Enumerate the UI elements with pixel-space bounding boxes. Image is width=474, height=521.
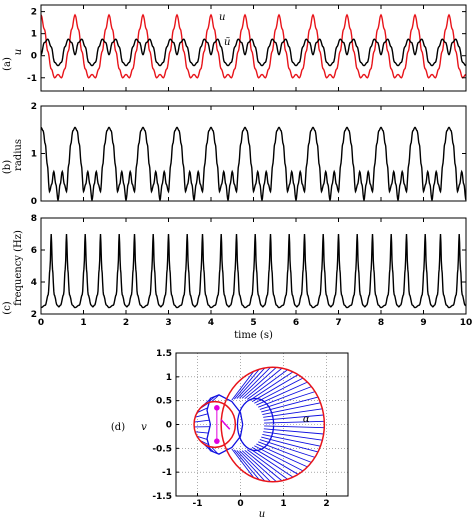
panel-1: 2 1 0 radius(b) [2,102,467,207]
x-tick-label: 10 [460,318,473,328]
y-tick-label: 8 [31,214,37,224]
x-tick-label: 1 [80,318,86,328]
x-tick-label: 7 [335,318,341,328]
x-tick-label: 0 [38,318,44,328]
radial-line [247,369,288,400]
radial-line [233,369,260,400]
radial-line [256,443,308,468]
envelope-curve [206,394,244,455]
marker-point [214,405,220,411]
radial-line-small [211,394,220,403]
x-tick-label: 9 [420,318,426,328]
y-tick-label: -1.5 [152,492,172,502]
series-line-0-1 [41,38,466,67]
radial-line [239,450,271,482]
y-tick-label: 0 [166,421,172,431]
panel-0: 210-1u(a)uũ [2,4,467,92]
x-tick-label: 6 [293,318,299,328]
small-circle [193,400,237,449]
x-tick-label: -1 [193,499,203,509]
marker-tick [220,419,231,430]
x-tick-label: 5 [250,318,256,328]
radial-line [251,374,299,403]
radial-line [244,367,283,400]
y-tick-label: -1 [162,468,172,478]
y-axis-label: frequency (Hz) [13,230,24,306]
x-tick-label: 2 [123,318,129,328]
panel-3: α -1 0 1 2 1.5 1 0.5 0 -0.5 -1 -1.5 u v (d) [111,349,349,520]
x-tick-label: 2 [323,499,329,509]
y-tick-label: 1.5 [156,349,172,359]
radial-line-small [196,435,208,440]
y-tick-label: 0 [31,197,37,207]
y-tick-label: 1 [166,373,172,383]
y-tick-label: 2 [31,310,37,320]
outer-circle [220,366,326,483]
envelope-lobe-upper [236,397,275,452]
radial-line [236,450,266,482]
y-tick-label: 4 [31,278,37,288]
radial-line-small [195,413,208,418]
series-line-0-0 [41,13,466,79]
x-axis-label: u [259,509,265,520]
x-tick-label: 0 [237,499,243,509]
x-axis-label: time (s) [234,330,273,341]
y-tick-label: 6 [31,246,37,256]
y-tick-label: -0.5 [152,444,172,454]
radial-line [239,367,271,399]
panel-label: (d) [111,422,125,433]
panel-label: (a) [2,57,13,71]
radial-line-small [211,446,219,454]
x-tick-label: 4 [208,318,214,328]
y-tick-label: 2 [31,102,37,112]
series-line-1-0 [41,126,466,201]
radial-line [231,448,255,478]
radial-line-small [194,419,210,423]
radial-lines [194,367,325,482]
series-label-u: u [219,12,225,23]
panel-label: (b) [2,160,13,174]
radial-line [236,367,266,399]
y-tick-label: 1 [31,30,37,40]
x-tick-label: 1 [280,499,286,509]
alpha-annotation: α [303,414,310,425]
y-tick-label: 0 [31,52,37,62]
x-tick-label: 3 [165,318,171,328]
y-axis-label: radius [13,139,24,171]
radial-line [254,377,304,404]
radial-line [244,449,283,482]
radial-line [256,381,308,406]
panel-label: (c) [2,301,13,315]
radial-line [247,449,288,480]
x-tick-label: 8 [378,318,384,328]
y-axis-label: u [13,49,24,55]
plot-frame [175,352,349,497]
radial-line [241,450,277,482]
radial-line [249,371,294,401]
y-tick-label: 1 [31,150,37,160]
y-tick-label: -1 [27,74,37,84]
y-axis-label: v [141,422,147,433]
marker-point [214,438,220,444]
radial-line [251,446,299,475]
y-tick-label: 2 [31,8,37,18]
plot-frame [40,4,467,92]
series-line-2-0 [41,233,466,309]
radial-line [233,449,260,480]
radial-line-small [195,431,209,434]
radial-line [249,448,294,478]
radial-line [254,445,304,472]
radial-line [231,371,255,401]
radial-line-small [196,407,208,414]
series-label-u-tilde: ũ [224,37,230,48]
y-tick-label: 0.5 [156,397,172,407]
radial-line [241,367,277,399]
